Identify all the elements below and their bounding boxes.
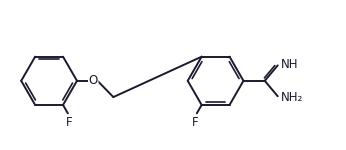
- Text: F: F: [66, 116, 72, 129]
- Text: NH: NH: [280, 58, 298, 71]
- Text: F: F: [192, 116, 198, 129]
- Text: O: O: [89, 74, 98, 87]
- Text: NH₂: NH₂: [280, 90, 303, 104]
